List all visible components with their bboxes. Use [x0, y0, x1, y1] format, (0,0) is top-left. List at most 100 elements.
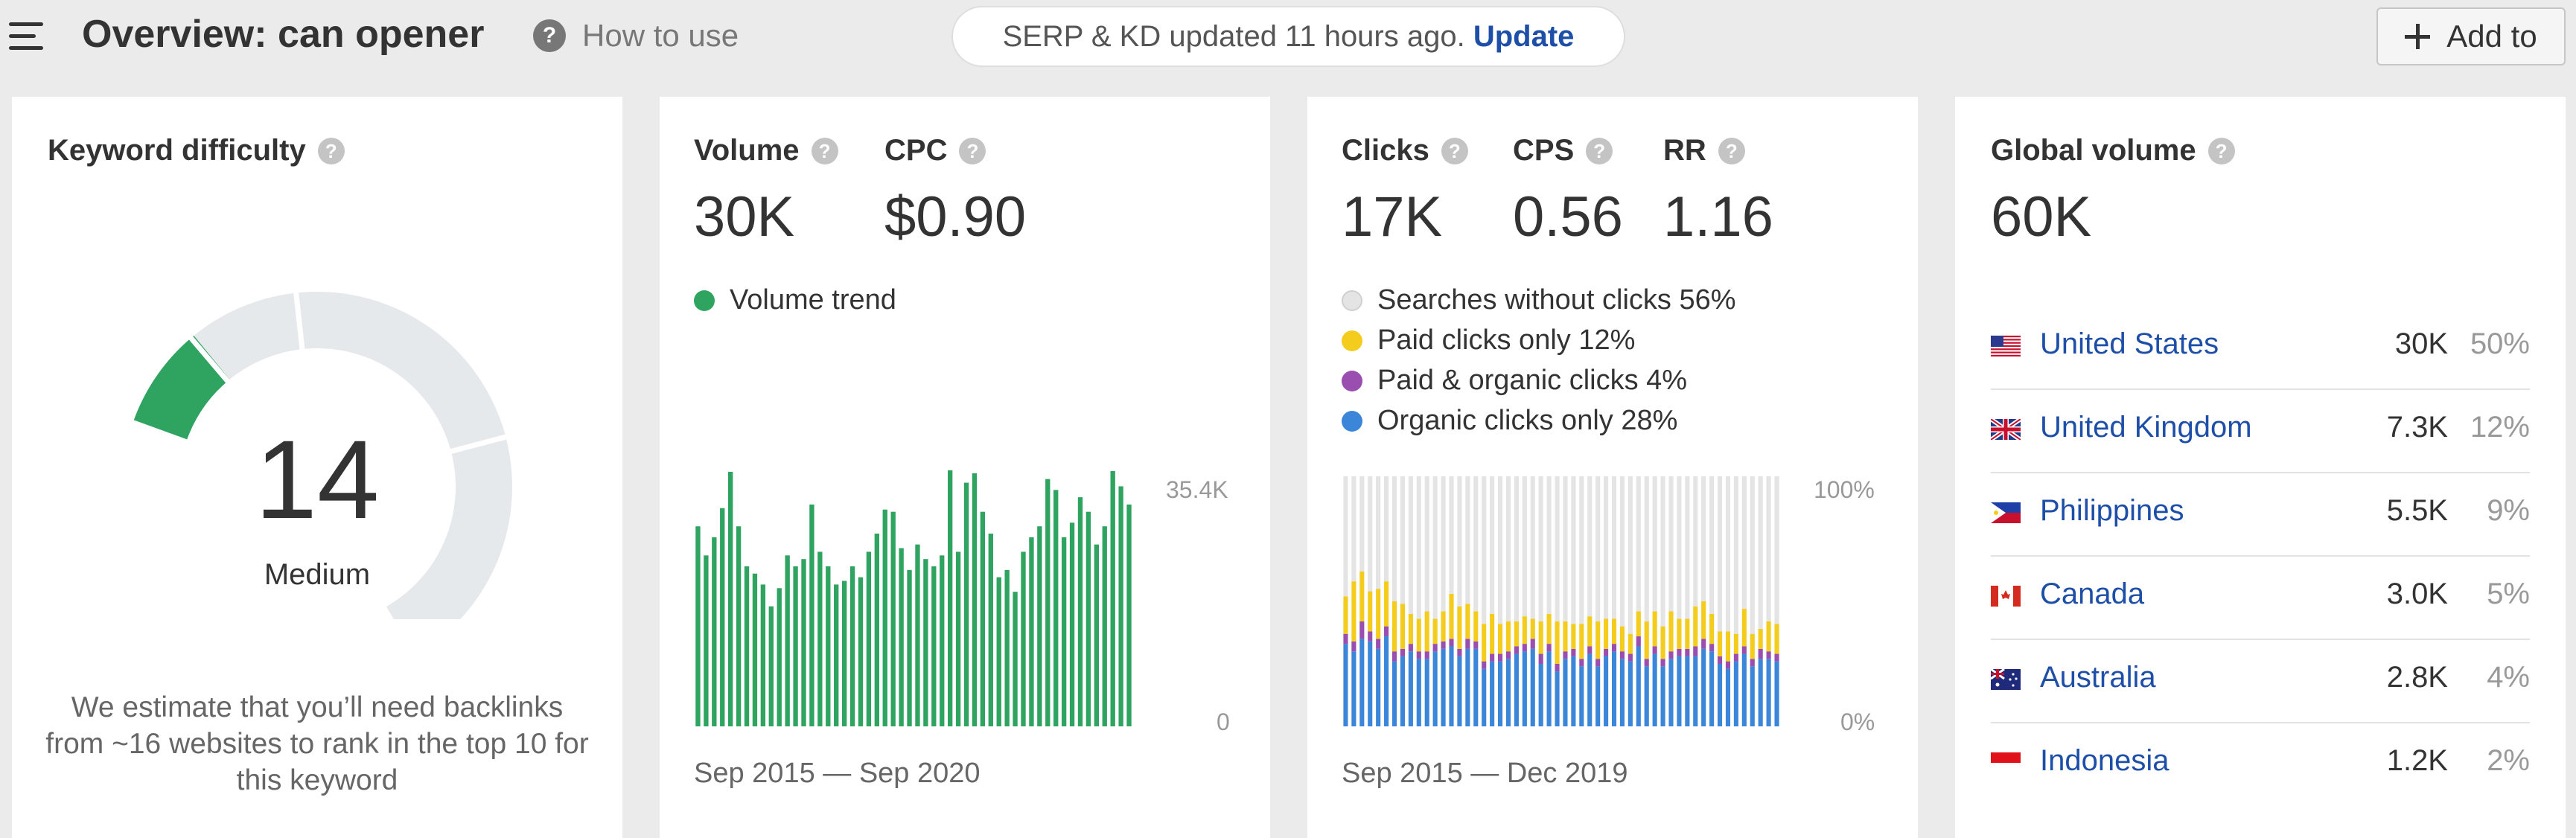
volume-bar: [882, 509, 887, 726]
country-row-indonesia: Indonesia 1.2K 2%: [1991, 723, 2530, 807]
clicks-bar-segment: [1457, 476, 1462, 607]
volume-bar: [1102, 526, 1107, 726]
help-icon[interactable]: ?: [1586, 137, 1613, 164]
y-axis-max-label: 35.4K: [1166, 476, 1228, 503]
gauge-track: [133, 292, 512, 619]
how-to-use-link[interactable]: ? How to use: [533, 18, 739, 54]
country-share: 5%: [2487, 578, 2530, 610]
clicks-bar-segment: [1391, 601, 1397, 652]
clicks-bar-segment: [1741, 609, 1747, 647]
clicks-bar-segment: [1482, 476, 1487, 624]
clicks-bar-segment: [1766, 659, 1771, 726]
clicks-bar-segment: [1490, 476, 1495, 614]
help-icon[interactable]: ?: [1718, 137, 1745, 164]
update-notice-text: SERP & KD updated 11 hours ago.: [1002, 20, 1465, 53]
clicks-bar-segment: [1725, 476, 1731, 632]
clicks-bar-segment: [1441, 611, 1446, 642]
clicks-bar-segment: [1546, 476, 1552, 614]
clicks-bar-segment: [1611, 476, 1617, 619]
clicks-bar-segment: [1627, 633, 1633, 654]
clicks-bar-segment: [1376, 476, 1381, 589]
clicks-bar-segment: [1604, 618, 1609, 649]
volume-bar: [1053, 490, 1059, 726]
clicks-bar-segment: [1750, 633, 1755, 659]
help-icon[interactable]: ?: [2207, 137, 2235, 164]
volume-bar: [1110, 470, 1115, 726]
y-axis-min-label: 0%: [1840, 709, 1875, 735]
clicks-bar-segment: [1424, 651, 1429, 659]
cps-value: 0.56: [1513, 185, 1623, 249]
help-icon[interactable]: ?: [1441, 137, 1468, 164]
volume-bar: [996, 577, 1001, 726]
clicks-bar-segment: [1571, 656, 1576, 726]
clicks-bar-segment: [1449, 593, 1454, 639]
country-link[interactable]: Australia: [2040, 661, 2156, 694]
volume-bar: [768, 606, 774, 726]
clicks-bar-segment: [1660, 476, 1665, 627]
clicks-label: Clicks: [1342, 134, 1429, 167]
clicks-bar-segment: [1644, 659, 1649, 667]
country-link[interactable]: Indonesia: [2040, 744, 2169, 777]
clicks-bar-segment: [1709, 651, 1715, 726]
volume-bar: [923, 559, 928, 726]
country-link[interactable]: United Kingdom: [2040, 411, 2252, 444]
clicks-bar-segment: [1505, 621, 1511, 652]
clicks-bar-segment: [1587, 476, 1593, 617]
clicks-bar-segment: [1750, 666, 1755, 726]
clicks-bar-segment: [1351, 641, 1356, 652]
clicks-bar-segment: [1611, 651, 1617, 726]
clicks-bar-segment: [1741, 476, 1747, 610]
volume-bar: [866, 551, 872, 726]
au-flag-icon: [1991, 669, 2021, 690]
ca-flag-icon: [1991, 586, 2021, 607]
help-icon[interactable]: ?: [959, 137, 986, 164]
country-link[interactable]: Philippines: [2040, 494, 2184, 527]
clicks-bar-segment: [1351, 581, 1356, 642]
help-icon[interactable]: ?: [317, 137, 345, 164]
menu-icon[interactable]: [9, 22, 45, 51]
clicks-bar-segment: [1530, 648, 1535, 726]
clicks-bar-segment: [1611, 618, 1617, 645]
legend-item-paid: Paid clicks only 12%: [1342, 324, 1635, 356]
clicks-bar-segment: [1514, 646, 1519, 654]
clicks-bar-segment: [1587, 616, 1593, 647]
clicks-bar-segment: [1343, 644, 1348, 726]
clicks-bar-segment: [1465, 476, 1470, 604]
clicks-bar-segment: [1636, 611, 1641, 637]
clicks-bar-segment: [1343, 476, 1348, 597]
clicks-bar-segment: [1750, 659, 1755, 667]
volume-bar: [1061, 537, 1067, 726]
legend-label: Searches without clicks 56%: [1377, 284, 1736, 316]
clicks-bar-segment: [1368, 476, 1373, 592]
clicks-bar-segment: [1758, 628, 1763, 649]
clicks-bar-segment: [1368, 641, 1373, 726]
clicks-bar-segment: [1717, 476, 1723, 632]
add-to-button[interactable]: Add to: [2376, 7, 2566, 65]
gauge-separator: [188, 335, 231, 384]
clicks-bar-segment: [1465, 648, 1470, 726]
clicks-bar-segment: [1530, 639, 1535, 649]
clicks-bar-segment: [1668, 651, 1674, 659]
clicks-bar-segment: [1668, 659, 1674, 726]
clicks-bar-segment: [1505, 476, 1511, 621]
volume-bar: [801, 559, 806, 726]
clicks-bar-segment: [1677, 656, 1682, 726]
cpc-label: CPC: [884, 134, 948, 167]
volume-bar: [826, 566, 831, 726]
update-link[interactable]: Update: [1473, 20, 1575, 53]
clicks-bar-segment: [1546, 613, 1552, 645]
clicks-bar-segment: [1619, 651, 1625, 659]
y-axis-min-label: 0: [1217, 709, 1230, 735]
clicks-bar-segment: [1497, 624, 1503, 654]
clicks-bar-segment: [1505, 659, 1511, 726]
clicks-bar-segment: [1391, 651, 1397, 662]
clicks-bar-segment: [1384, 636, 1389, 726]
update-notice: SERP & KD updated 11 hours ago. Update: [951, 6, 1625, 67]
help-icon[interactable]: ?: [811, 137, 838, 164]
clicks-bar-segment: [1482, 668, 1487, 726]
legend-label: Organic clicks only 28%: [1377, 405, 1678, 436]
country-volume: 7.3K: [2386, 411, 2448, 444]
clicks-bar-segment: [1424, 611, 1429, 652]
country-link[interactable]: United States: [2040, 327, 2219, 360]
country-link[interactable]: Canada: [2040, 578, 2145, 610]
